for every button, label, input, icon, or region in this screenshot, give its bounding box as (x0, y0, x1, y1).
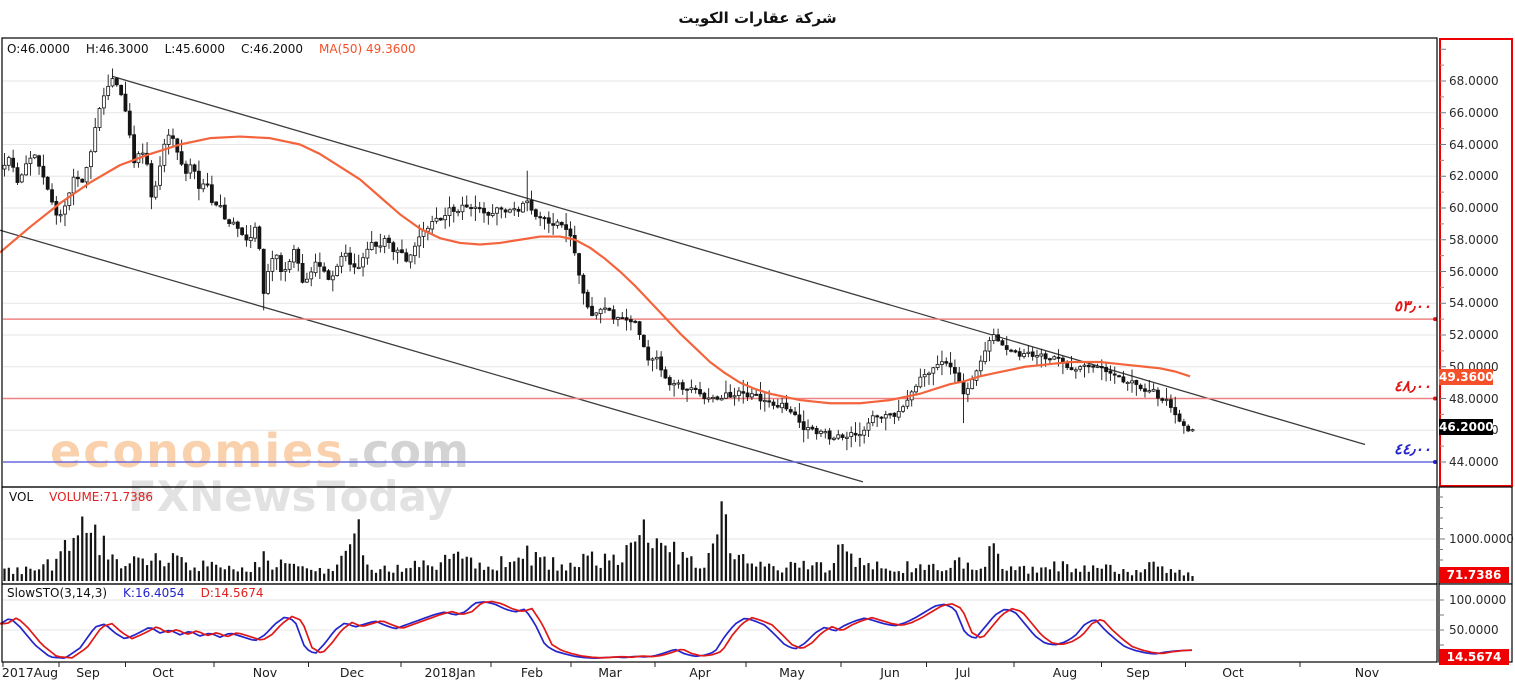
high-value: H:46.3000 (85, 42, 149, 56)
chart-title: شركة عقارات الكويت (678, 9, 837, 27)
watermark: economies.com FXNewsToday (50, 428, 469, 518)
stochastic-k-value: K:16.4054 (123, 586, 185, 600)
ma-value-box: 49.3600 (1439, 369, 1494, 385)
volume-legend: VOL VOLUME:71.7386 (9, 490, 169, 504)
trend-channel (0, 75, 1366, 483)
stochastic-lines (0, 600, 1193, 659)
low-value: L:45.6000 (164, 42, 225, 56)
open-value: O:46.0000 (7, 42, 70, 56)
gridlines-layer (3, 80, 1436, 631)
volume-bars (3, 501, 1194, 581)
level-label-48: ٤٨٫٠٠ (1393, 377, 1431, 395)
ohlc-legend: O:46.0000 H:46.3000 L:45.6000 C:46.2000 MA(5… (7, 42, 432, 56)
stochastic-panel-label: SlowSTO(3,14,3) (7, 586, 108, 600)
axis-ticks (2, 48, 1446, 667)
level-label-53: ٥٣٫٠٠ (1393, 297, 1431, 315)
stochastic-value-box: 14.5674 (1439, 649, 1509, 665)
watermark-subtitle: FXNewsToday (128, 472, 453, 521)
watermark-brand: economies.com (50, 424, 469, 478)
candles-layer (2, 68, 1195, 451)
close-value: C:46.2000 (240, 42, 304, 56)
level-lines (3, 317, 1437, 464)
volume-value: VOLUME:71.7386 (49, 490, 154, 504)
level-label-44: ٤٤٫٠٠ (1393, 440, 1431, 458)
stochastic-d-value: D:14.5674 (200, 586, 264, 600)
volume-panel-label: VOL (9, 490, 34, 504)
volume-value-box: 71.7386 (1439, 567, 1509, 583)
stochastic-legend: SlowSTO(3,14,3) K:16.4054 D:14.5674 (7, 586, 279, 600)
last-price-box: 46.2000 (1439, 419, 1494, 435)
ma50-legend: MA(50) 49.3600 (319, 42, 416, 56)
ma50-line (0, 135, 1191, 405)
